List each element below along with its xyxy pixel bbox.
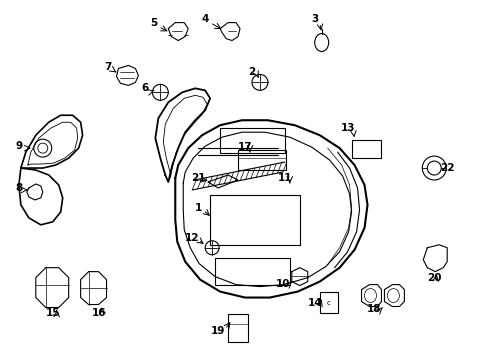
Text: 1: 1 (194, 203, 202, 213)
Bar (227, 315, 247, 342)
Text: 9: 9 (15, 141, 22, 151)
Text: 13: 13 (340, 123, 354, 133)
Text: 6: 6 (142, 84, 149, 93)
Text: 17: 17 (237, 142, 252, 152)
Text: 22: 22 (439, 163, 453, 173)
Text: 16: 16 (91, 309, 105, 319)
Text: 19: 19 (210, 327, 225, 336)
Text: 7: 7 (103, 62, 111, 72)
Text: 8: 8 (15, 183, 22, 193)
Text: c: c (326, 300, 330, 306)
Text: 3: 3 (310, 14, 318, 24)
Bar (319, 292, 337, 314)
Text: 12: 12 (184, 233, 199, 243)
Text: 21: 21 (190, 173, 205, 183)
Text: 11: 11 (277, 173, 291, 183)
Text: 10: 10 (275, 279, 289, 289)
Text: 4: 4 (201, 14, 208, 24)
Bar (351, 140, 381, 158)
Bar (238, 150, 285, 170)
Text: 2: 2 (248, 67, 255, 77)
Text: 14: 14 (307, 297, 322, 307)
Text: 15: 15 (45, 309, 60, 319)
Text: 18: 18 (366, 305, 381, 315)
Bar (220, 128, 285, 153)
Text: 20: 20 (426, 273, 441, 283)
Text: 5: 5 (149, 18, 157, 28)
